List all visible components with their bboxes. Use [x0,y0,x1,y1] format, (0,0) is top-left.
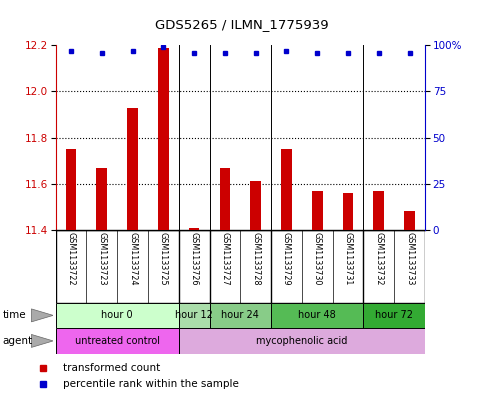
Text: GSM1133730: GSM1133730 [313,232,322,285]
Bar [189,228,199,230]
Text: hour 0: hour 0 [101,310,133,320]
Text: hour 72: hour 72 [375,310,413,320]
Text: GSM1133733: GSM1133733 [405,232,414,285]
Bar [179,328,425,354]
Text: transformed count: transformed count [63,362,160,373]
Text: hour 24: hour 24 [221,310,259,320]
Bar [312,191,323,230]
Text: GSM1133726: GSM1133726 [190,232,199,286]
Text: GSM1133727: GSM1133727 [220,232,229,286]
Bar [66,149,76,230]
Text: GSM1133732: GSM1133732 [374,232,384,286]
Bar [250,182,261,230]
Bar [404,211,415,230]
Text: percentile rank within the sample: percentile rank within the sample [63,379,239,389]
Bar [210,303,271,328]
Bar [342,193,354,230]
Text: GDS5265 / ILMN_1775939: GDS5265 / ILMN_1775939 [155,18,328,31]
Polygon shape [31,309,53,322]
Text: hour 12: hour 12 [175,310,213,320]
Text: GSM1133728: GSM1133728 [251,232,260,286]
Text: GSM1133729: GSM1133729 [282,232,291,286]
Text: GSM1133725: GSM1133725 [159,232,168,286]
Text: hour 48: hour 48 [298,310,336,320]
Bar [179,303,210,328]
Bar [364,303,425,328]
Bar [373,191,384,230]
Bar [281,149,292,230]
Text: time: time [2,310,26,320]
Bar [56,303,179,328]
Text: untreated control: untreated control [75,336,159,346]
Text: agent: agent [2,336,32,346]
Bar [158,48,169,230]
Text: mycophenolic acid: mycophenolic acid [256,336,348,346]
Text: GSM1133724: GSM1133724 [128,232,137,286]
Bar [271,303,364,328]
Bar [96,167,107,230]
Bar [219,167,230,230]
Bar [56,328,179,354]
Text: GSM1133723: GSM1133723 [97,232,106,286]
Text: GSM1133731: GSM1133731 [343,232,353,285]
Text: GSM1133722: GSM1133722 [67,232,75,286]
Bar [127,108,138,230]
Polygon shape [31,334,53,347]
